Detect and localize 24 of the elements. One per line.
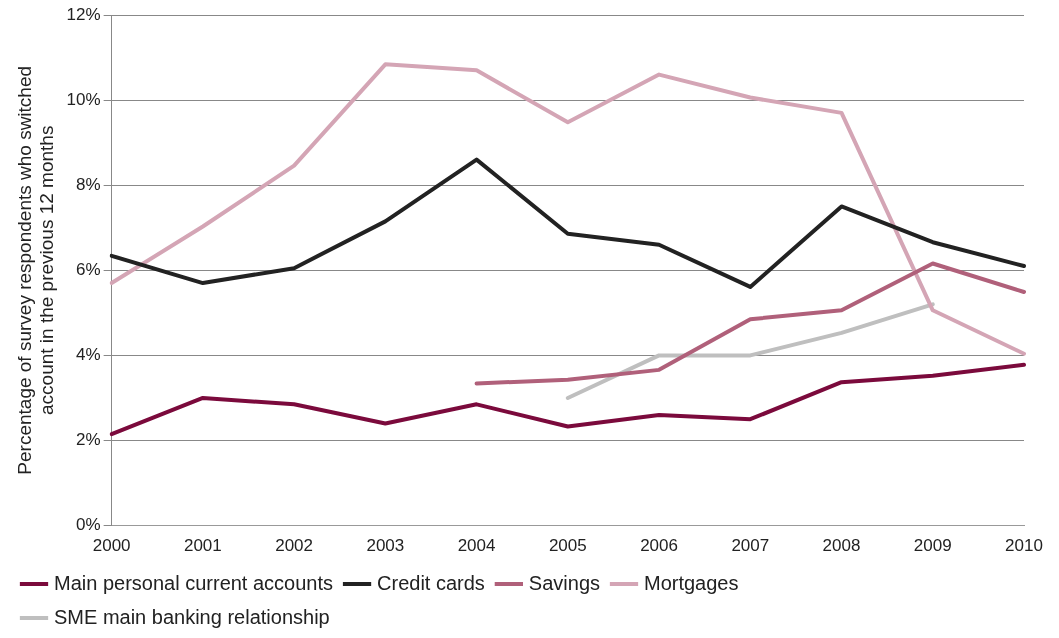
y-tick-label: 0% [76, 515, 101, 535]
legend-label: SME main banking relationship [54, 605, 330, 628]
x-tick-label: 2003 [366, 536, 405, 556]
y-tick-label: 12% [66, 4, 101, 24]
y-tick-label: 2% [76, 430, 101, 450]
y-axis-title: Percentage of survey respondents who switched account in the previous 12 months [13, 65, 58, 475]
x-tick-label: 2010 [1005, 536, 1043, 556]
y-tick-label: 6% [76, 259, 101, 279]
x-tick-label: 2006 [640, 536, 678, 556]
x-tick-label: 2001 [183, 536, 222, 556]
legend-label: Savings [528, 571, 600, 594]
y-tick-label: 4% [76, 345, 101, 365]
legend-label: Credit cards [377, 571, 485, 594]
legend-label: Main personal current accounts [54, 571, 334, 594]
y-tick-label: 10% [66, 89, 101, 109]
x-tick-label: 2007 [731, 536, 770, 556]
x-tick-label: 2009 [913, 536, 952, 556]
y-tick-label: 8% [76, 174, 101, 194]
x-tick-label: 2000 [92, 536, 131, 556]
x-tick-label: 2004 [457, 536, 496, 556]
x-tick-label: 2002 [275, 536, 314, 556]
x-tick-label: 2005 [548, 536, 587, 556]
x-tick-label: 2008 [822, 536, 861, 556]
legend-label: Mortgages [644, 571, 739, 594]
